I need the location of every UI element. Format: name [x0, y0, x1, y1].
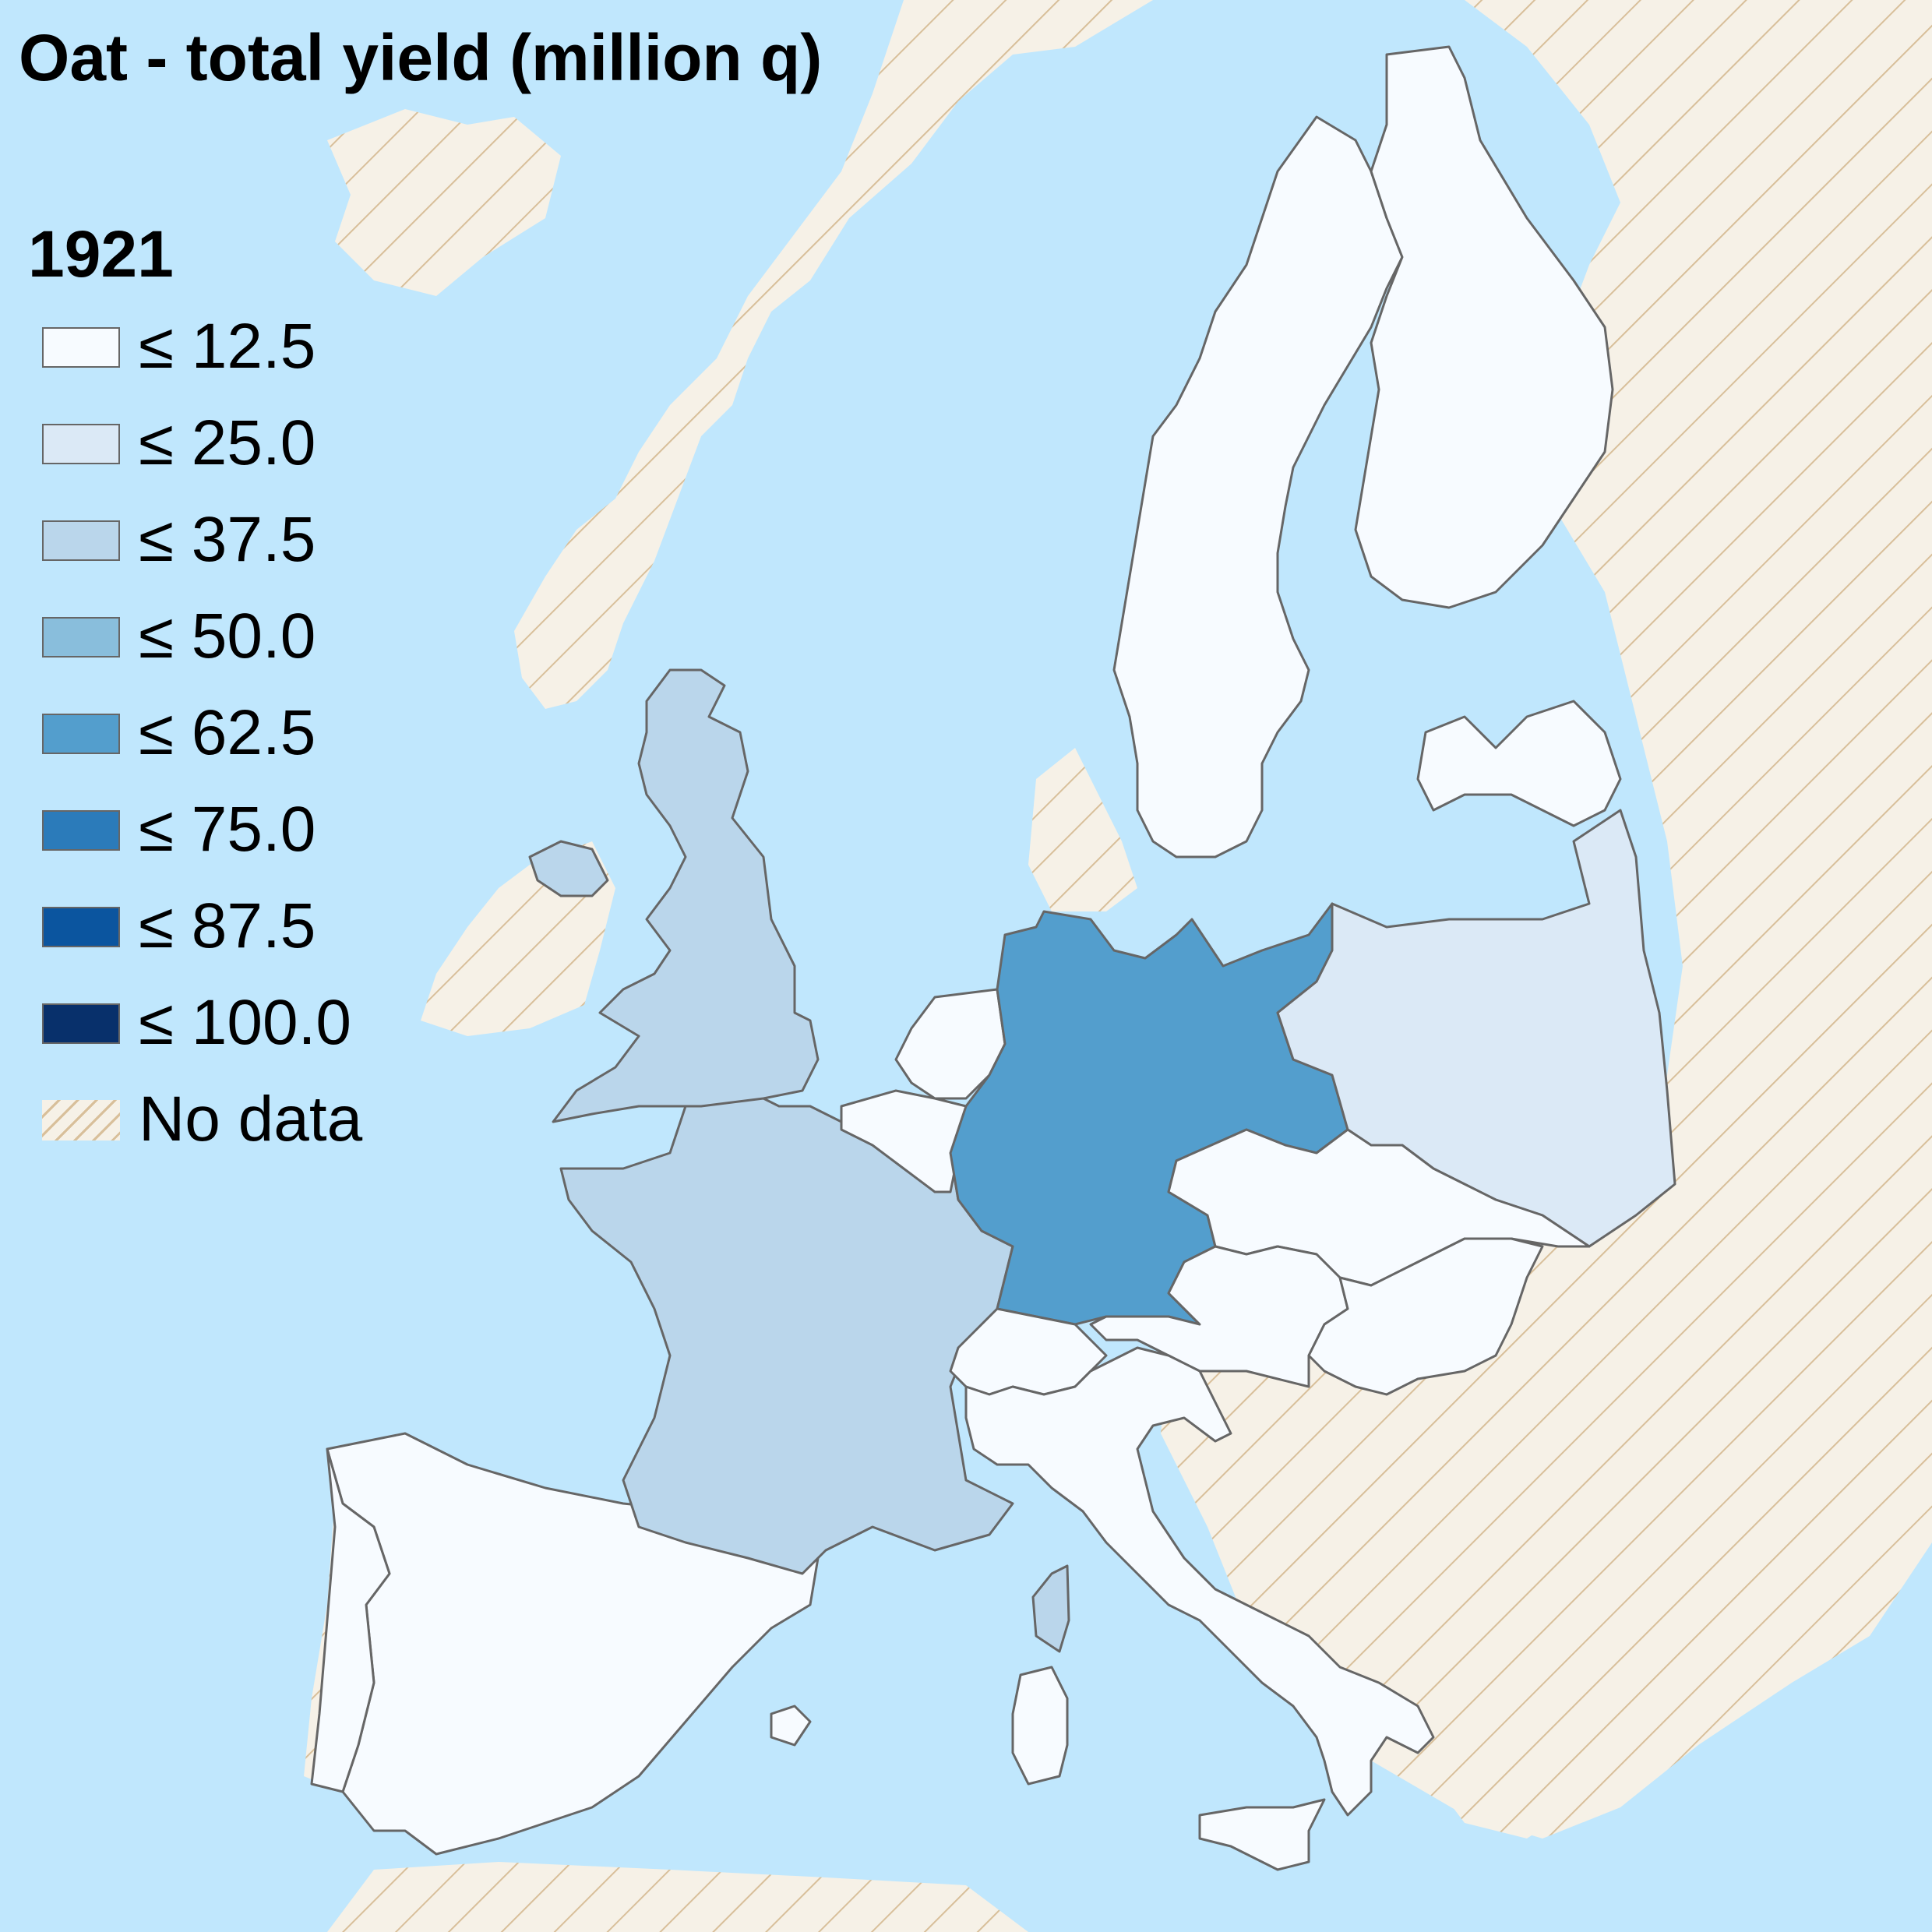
- legend-label: No data: [139, 1084, 363, 1155]
- region-united-kingdom[interactable]: [552, 668, 820, 1123]
- region-italy[interactable]: [964, 1346, 1435, 1817]
- balkans-landmass: [1215, 1324, 1574, 1839]
- legend-swatch: [42, 714, 120, 754]
- legend-label: ≤ 25.0: [139, 407, 316, 478]
- legend-swatch: [42, 1003, 120, 1044]
- legend-swatch-no-data: [42, 1100, 120, 1141]
- region-belgium[interactable]: [840, 1089, 968, 1193]
- legend-label: ≤ 100.0: [139, 987, 351, 1058]
- legend-label: ≤ 62.5: [139, 697, 316, 768]
- region-sardinia[interactable]: [1011, 1666, 1069, 1786]
- region-sweden[interactable]: [1112, 115, 1404, 858]
- legend-label: ≤ 87.5: [139, 890, 316, 961]
- map-title: Oat - total yield (million q): [19, 21, 823, 94]
- region-portugal[interactable]: [310, 1447, 391, 1793]
- legend-swatch: [42, 907, 120, 947]
- countries: [310, 45, 1676, 1871]
- legend-label: ≤ 50.0: [139, 601, 316, 672]
- north-africa-landmass: [327, 1862, 1028, 1932]
- legend-label: ≤ 75.0: [139, 794, 316, 865]
- region-hungary[interactable]: [1307, 1237, 1544, 1396]
- region-latvia[interactable]: [1416, 700, 1622, 827]
- legend-swatch: [42, 810, 120, 851]
- legend-swatch: [42, 424, 120, 464]
- region-austria[interactable]: [1089, 1245, 1349, 1388]
- region-sicily[interactable]: [1198, 1798, 1326, 1871]
- map-year: 1921: [28, 217, 174, 291]
- region-corsica[interactable]: [1031, 1564, 1070, 1653]
- legend-swatch: [42, 520, 120, 561]
- norway-landmass: [514, 0, 1153, 709]
- legend-swatch: [42, 327, 120, 368]
- region-balearic-islands[interactable]: [770, 1705, 812, 1747]
- legend-label: ≤ 37.5: [139, 504, 316, 575]
- iceland-landmass: [327, 109, 561, 296]
- region-northern-ireland[interactable]: [528, 840, 609, 897]
- legend-swatch: [42, 617, 120, 658]
- region-finland[interactable]: [1354, 45, 1614, 609]
- legend-label: ≤ 12.5: [139, 311, 316, 382]
- denmark-landmass: [1028, 748, 1137, 911]
